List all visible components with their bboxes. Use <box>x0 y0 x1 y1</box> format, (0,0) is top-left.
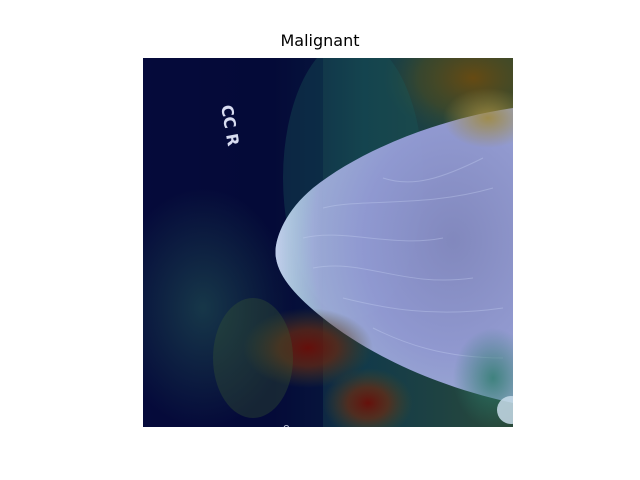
mammogram-heatmap-image: o CC R <box>143 58 513 427</box>
heatmap-overlay-svg: o CC R <box>143 58 513 427</box>
svg-text:o: o <box>283 421 290 427</box>
figure-title: Malignant <box>280 31 360 50</box>
